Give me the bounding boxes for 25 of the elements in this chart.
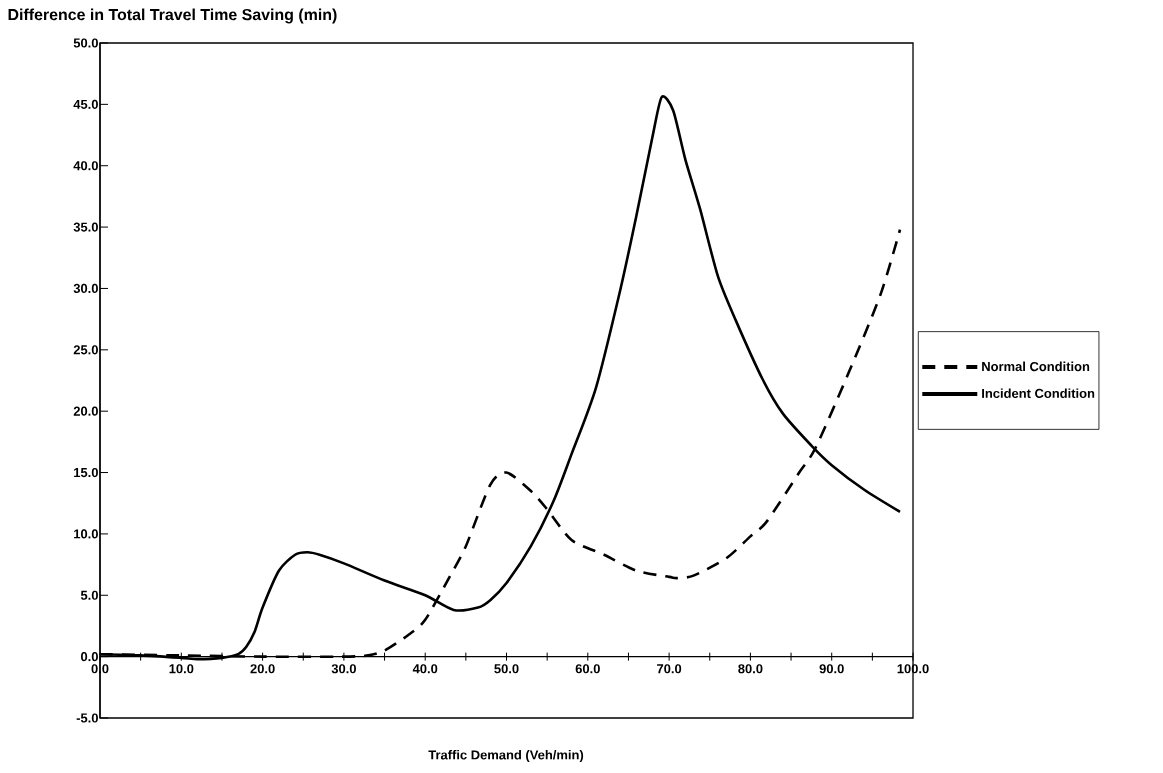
x-axis-title: Traffic Demand (Veh/min)	[428, 749, 584, 763]
x-tick-label: 30.0	[331, 664, 356, 674]
x-tick-label: 60.0	[575, 664, 600, 674]
y-tick-label: 45.0	[73, 99, 98, 109]
y-tick-label: 0.0	[80, 652, 98, 662]
y-tick-label: 15.0	[74, 467, 98, 478]
y-tick-label: -5.0	[76, 713, 98, 723]
legend-label: Incident Condition	[982, 388, 1095, 398]
y-tick-label: 5.0	[80, 590, 98, 600]
y-tick-label: 30.0	[73, 283, 98, 294]
y-tick-label: 25.0	[73, 345, 98, 355]
x-tick-label: 90.0	[819, 664, 844, 674]
legend-label: Normal Condition	[982, 361, 1090, 372]
y-tick-label: 40.0	[73, 161, 98, 171]
y-tick-label: 50.0	[73, 38, 98, 48]
y-tick-label: 35.0	[73, 222, 98, 232]
x-tick-label: 10.0	[169, 664, 194, 674]
y-tick-label: 10.0	[74, 529, 98, 539]
x-tick-label: 20.0	[250, 664, 275, 674]
x-tick-label: 40.0	[412, 664, 438, 674]
x-tick-label: 70.0	[657, 664, 682, 674]
y-tick-label: 20.0	[73, 406, 98, 416]
x-tick-label: 80.0	[738, 664, 763, 674]
chart-title: Difference in Total Travel Time Saving (min)	[8, 8, 337, 24]
x-tick-label: 50.0	[494, 664, 519, 674]
